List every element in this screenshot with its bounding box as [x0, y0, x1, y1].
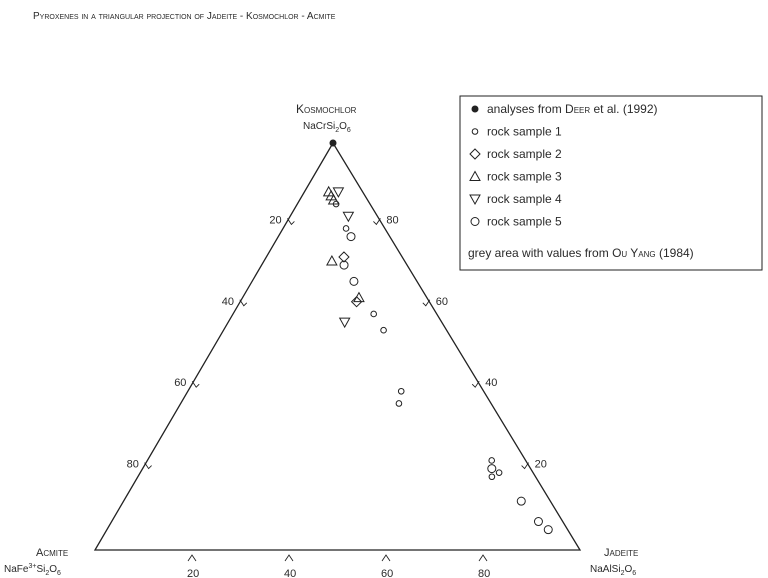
point-diamond [338, 251, 350, 263]
point-circle [516, 496, 526, 506]
legend: analyses from Deer et al. (1992) rock sam… [459, 95, 763, 271]
point-circle [487, 464, 497, 474]
legend-box [459, 95, 763, 271]
figure-title: Pyroxenes in a triangular projection of … [33, 11, 336, 22]
left-tick-label: 80 [127, 459, 139, 471]
vertex-label-kosmochlor: Kosmochlor NaCrSi2O6 [296, 102, 357, 134]
kosmochlor-name: Kosmochlor [296, 102, 357, 116]
acmite-name: Acmite [36, 547, 68, 559]
point-circle [346, 232, 356, 242]
legend-symbol-small-circle [471, 128, 479, 135]
ternary-triangle [93, 141, 582, 551]
bottom-tick-label: 60 [381, 568, 393, 578]
vertex-label-jadeite: Jadeite NaAlSi2O6 [590, 547, 638, 577]
right-tick [422, 299, 431, 307]
bottom-tick [187, 554, 197, 562]
jadeite-name: Jadeite [604, 547, 638, 559]
legend-symbol-triangle-down [469, 194, 481, 206]
bottom-tick-label: 20 [187, 568, 199, 578]
left-tick [287, 218, 295, 226]
point-small-circle [488, 473, 496, 481]
legend-label: rock sample 2 [487, 147, 562, 161]
right-tick-label: 60 [436, 296, 448, 308]
left-tick-label: 60 [174, 377, 186, 389]
bottom-tick [381, 554, 391, 562]
bottom-tick-label: 40 [284, 568, 296, 578]
legend-label: rock sample 1 [487, 125, 562, 139]
point-small-circle [380, 326, 387, 334]
right-tick [373, 218, 381, 226]
legend-symbol-triangle-up [469, 170, 481, 181]
point-circle [543, 525, 553, 535]
legend-label: rock sample 5 [487, 215, 562, 229]
left-tick [144, 462, 152, 470]
left-tick [239, 299, 248, 307]
point-triangle-up [353, 291, 365, 303]
point-small-circle [395, 400, 403, 407]
edge-ticks: 20 40 60 80 80 60 40 20 20 40 60 80 [127, 214, 547, 578]
kosmochlor-formula: NaCrSi2O6 [303, 121, 351, 134]
point-triangle-up [327, 193, 340, 205]
right-tick [521, 462, 529, 470]
point-triangle-down [342, 211, 355, 223]
left-tick [191, 380, 200, 388]
point-triangle-down [338, 317, 351, 329]
point-small-circle [495, 469, 503, 476]
acmite-formula: NaFe3+Si2O6 [4, 563, 61, 577]
point-circle [339, 260, 349, 270]
point-small-circle [488, 457, 496, 464]
right-tick-label: 40 [485, 377, 497, 389]
left-tick-label: 20 [269, 214, 281, 226]
legend-symbol-circle [470, 217, 480, 226]
bottom-tick [284, 554, 294, 562]
legend-label: analyses from Deer et al. (1992) [487, 102, 658, 116]
left-tick-label: 40 [222, 296, 234, 308]
legend-label: rock sample 4 [487, 192, 562, 206]
legend-symbol-filled-circle [471, 105, 479, 113]
point-circle [349, 276, 359, 286]
jadeite-formula: NaAlSi2O6 [590, 564, 636, 577]
right-tick [471, 380, 480, 388]
legend-label: rock sample 3 [487, 170, 562, 184]
legend-note: grey area with values from Ou Yang (1984… [468, 246, 694, 260]
vertex-label-acmite: Acmite NaFe3+Si2O6 [4, 547, 68, 577]
point-triangle-up [326, 255, 338, 266]
point-small-circle [342, 225, 350, 232]
bottom-tick [478, 554, 488, 562]
right-tick-label: 80 [386, 214, 398, 226]
legend-symbol-diamond [469, 148, 481, 160]
point-filled-circle [329, 139, 337, 147]
bottom-tick-label: 80 [478, 568, 490, 578]
point-small-circle [370, 310, 377, 318]
point-diamond [350, 296, 363, 308]
point-triangle-down [332, 187, 345, 198]
right-tick-label: 20 [535, 459, 547, 471]
data-points [322, 139, 553, 535]
point-circle [533, 517, 543, 527]
point-small-circle [397, 387, 405, 395]
